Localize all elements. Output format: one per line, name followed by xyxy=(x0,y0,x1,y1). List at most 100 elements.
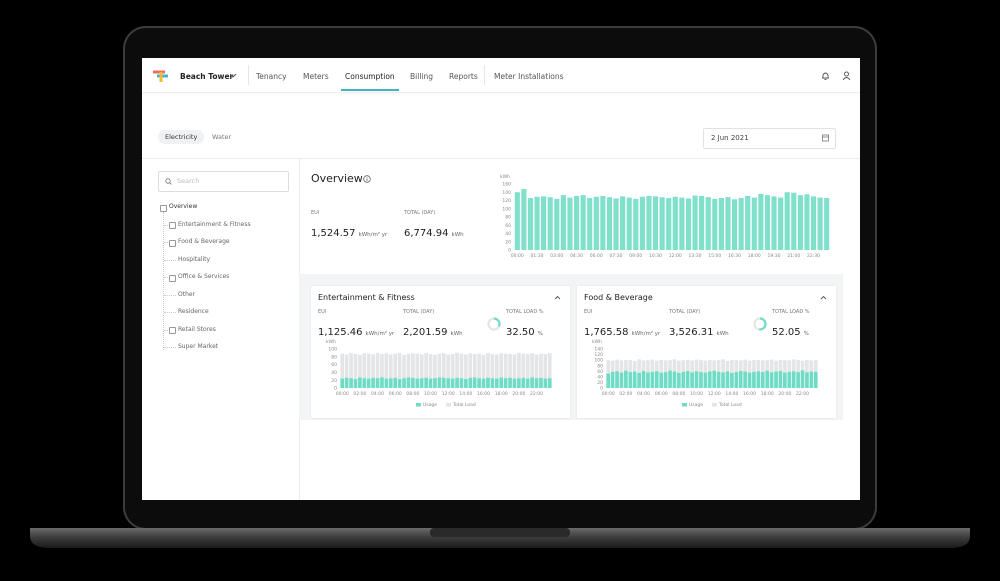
card-title: Food & Beverage xyxy=(584,293,653,302)
nav-tab[interactable]: Meters xyxy=(303,72,329,81)
bar xyxy=(547,197,553,250)
bar xyxy=(539,377,543,388)
collapse-chevron[interactable] xyxy=(820,295,827,300)
tree-item[interactable]: Super Market xyxy=(178,343,219,350)
x-tick-label: 09:00 xyxy=(629,253,642,259)
base-notch xyxy=(430,528,570,537)
tree-connector xyxy=(164,242,170,243)
nav-tab[interactable]: Tenancy xyxy=(256,72,287,81)
screen: Beach Tower Tenancy Meters Consumption Bill… xyxy=(142,58,860,500)
bar xyxy=(437,353,442,388)
tree-item[interactable]: Food & Beverage xyxy=(178,238,230,245)
legend-swatch xyxy=(446,403,451,407)
nav-tab[interactable]: Billing xyxy=(410,72,433,81)
tree-item[interactable]: Hospitality xyxy=(178,255,211,263)
bar xyxy=(384,378,389,388)
bar xyxy=(340,378,345,388)
card: Entertainment & Fitness EUI 1,125.46 kWh/m²… xyxy=(311,286,570,418)
tree-connector xyxy=(164,294,176,296)
bar xyxy=(677,372,681,388)
bar xyxy=(707,371,712,388)
stat-value: 1,524.57 kWh/m² yr xyxy=(311,221,387,240)
tree-item[interactable]: Overview xyxy=(169,203,198,210)
bar xyxy=(615,371,619,388)
property-name[interactable]: Beach Tower xyxy=(180,72,234,81)
tree-item[interactable]: Entertainment & Fitness xyxy=(178,220,251,228)
bar xyxy=(490,354,495,388)
bar xyxy=(499,377,504,388)
nav-tab[interactable]: Consumption xyxy=(341,72,399,91)
bar xyxy=(573,195,580,250)
y-tick-label: 20 xyxy=(331,378,337,384)
bar xyxy=(628,372,633,388)
date-picker[interactable]: 2 Jun 2021 xyxy=(703,128,836,149)
tree-item[interactable]: Residence xyxy=(178,308,209,315)
collapse-chevron[interactable] xyxy=(554,295,561,300)
x-tick-label: 03:00 xyxy=(550,253,563,259)
bar xyxy=(512,354,517,388)
info-icon[interactable] xyxy=(363,175,371,183)
tree-item[interactable]: Office & Services xyxy=(178,273,230,280)
x-tick-label: 07:30 xyxy=(610,253,623,259)
x-tick-label: 10:30 xyxy=(649,253,662,259)
bell-icon[interactable] xyxy=(821,71,830,81)
bar xyxy=(659,197,665,250)
expand-toggle[interactable] xyxy=(169,327,176,334)
bar xyxy=(817,197,823,250)
tree-guide xyxy=(163,212,164,350)
bar xyxy=(428,378,433,388)
stat-unit: kWh/m² yr xyxy=(365,331,395,337)
search-box[interactable]: Search xyxy=(158,171,289,192)
bar xyxy=(437,377,442,388)
bar xyxy=(362,353,367,388)
y-tick-label: 140 xyxy=(594,347,603,353)
bar xyxy=(366,378,371,388)
nav-tab[interactable]: Meter Installations xyxy=(494,72,564,81)
bar xyxy=(613,198,619,250)
bar xyxy=(534,378,539,388)
bar xyxy=(747,372,752,388)
x-tick-label: 16:00 xyxy=(477,391,490,397)
bar xyxy=(663,372,668,388)
toggle-option[interactable]: Electricity xyxy=(158,130,205,144)
bar xyxy=(699,372,703,388)
bar xyxy=(600,195,606,250)
expand-toggle[interactable] xyxy=(169,239,176,247)
expand-toggle[interactable] xyxy=(169,274,176,282)
stat-unit: kWh xyxy=(451,232,464,238)
expand-toggle[interactable] xyxy=(169,222,176,229)
x-tick-label: 22:30 xyxy=(807,253,820,259)
load-donut xyxy=(753,317,767,331)
user-icon[interactable] xyxy=(842,71,851,81)
toggle-option[interactable]: Water xyxy=(212,133,232,141)
bar xyxy=(486,352,490,388)
bar xyxy=(758,193,764,250)
bar xyxy=(446,354,451,388)
bar xyxy=(610,371,615,388)
y-tick-label: 60 xyxy=(331,362,337,368)
bar xyxy=(411,377,415,388)
bar xyxy=(637,372,641,388)
bar xyxy=(362,378,367,388)
bar xyxy=(543,378,548,388)
bar xyxy=(730,372,734,388)
tree-item[interactable]: Retail Stores xyxy=(178,325,216,333)
stat-number: 1,125.46 xyxy=(318,327,363,338)
stat-unit: % xyxy=(803,331,809,337)
tree-item[interactable]: Other xyxy=(178,290,196,298)
y-tick-label: 0 xyxy=(508,248,511,254)
expand-toggle[interactable] xyxy=(160,204,167,212)
bar xyxy=(650,371,655,388)
bar xyxy=(784,192,790,250)
bar xyxy=(652,196,659,250)
donut-arc xyxy=(753,317,767,331)
x-tick-label: 00:00 xyxy=(602,391,615,397)
bar xyxy=(388,354,393,388)
y-axis-label: kWh xyxy=(326,339,336,345)
bar xyxy=(521,188,527,250)
dropdown-caret[interactable] xyxy=(229,73,237,79)
bar xyxy=(486,377,490,388)
nav-tab[interactable]: Reports xyxy=(449,72,478,81)
bar xyxy=(388,378,393,388)
bar xyxy=(800,370,805,388)
